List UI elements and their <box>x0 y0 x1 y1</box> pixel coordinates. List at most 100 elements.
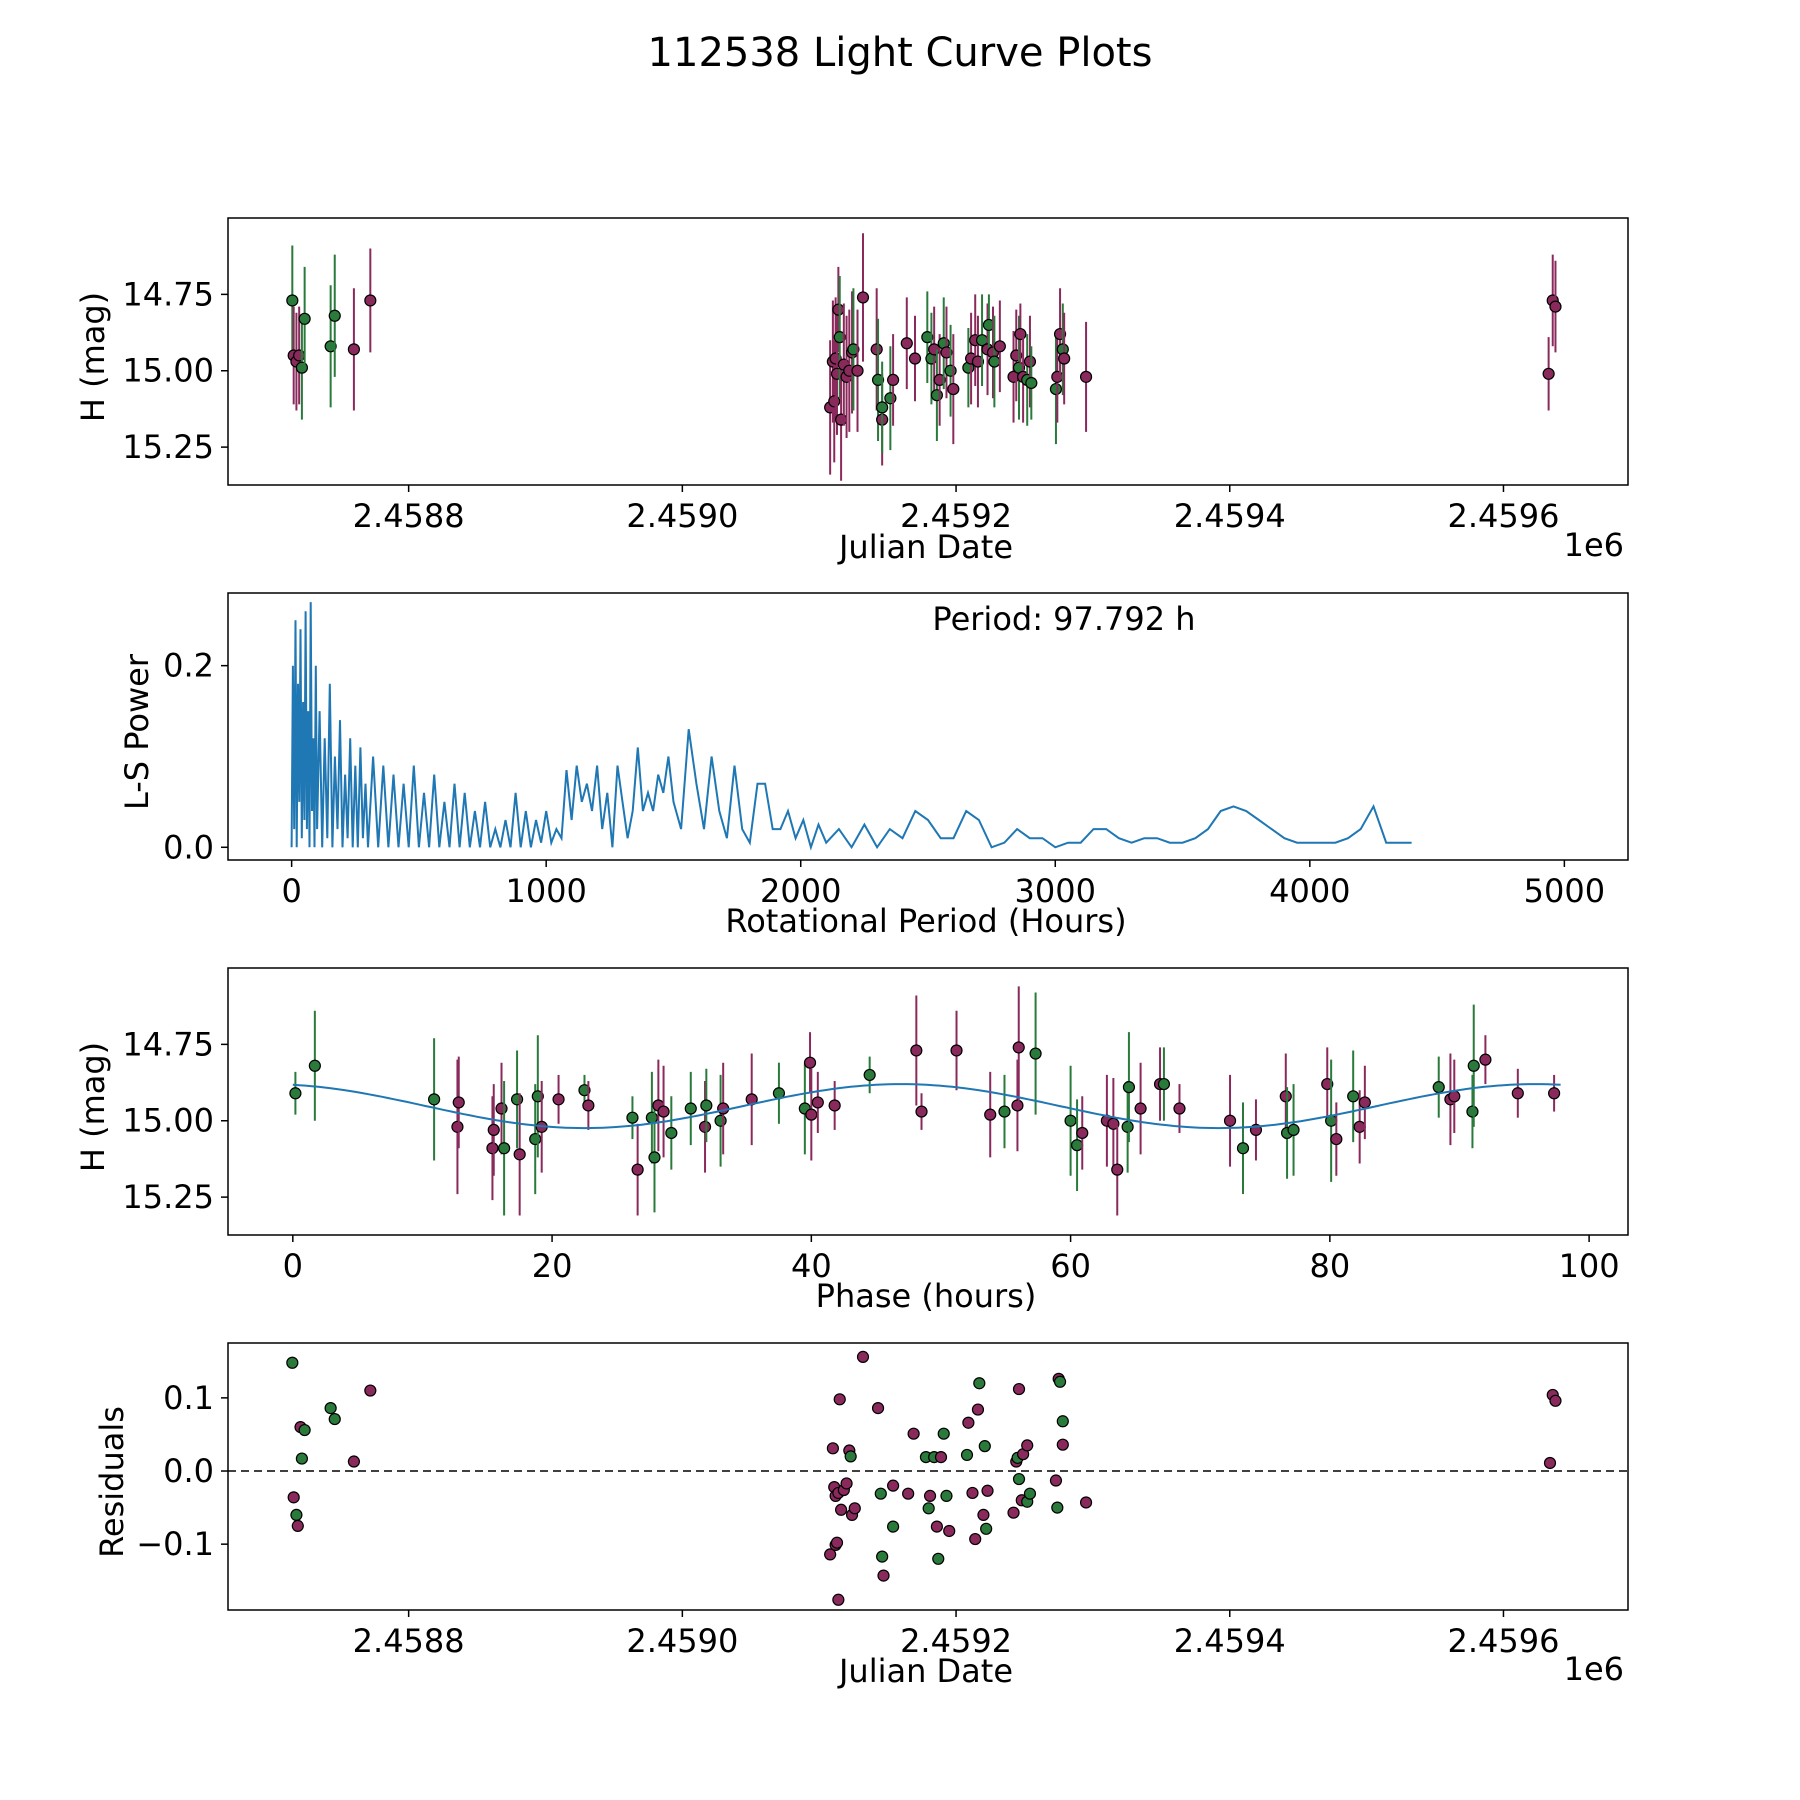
lightcurve-point <box>988 355 1001 368</box>
residuals-ylabel: Residuals <box>93 1406 131 1558</box>
phased-point <box>1347 1090 1360 1103</box>
residuals-xtick-label: 2.4596 <box>1447 1622 1559 1660</box>
lightcurve-point <box>884 392 897 405</box>
residuals-point <box>833 1393 846 1406</box>
phased-point <box>1070 1139 1084 1152</box>
residuals-point <box>960 1448 974 1462</box>
residuals-xtick-label: 2.4590 <box>626 1622 738 1660</box>
periodogram-ytick-label: 0.2 <box>163 647 214 685</box>
periodogram-panel: L-S Power Rotational Period (Hours) Peri… <box>118 592 1629 940</box>
lightcurve-point <box>928 343 941 356</box>
lightcurve-point <box>298 312 311 325</box>
periodogram-xtick-label: 3000 <box>1015 872 1096 910</box>
phased-xtick-label: 0 <box>283 1247 303 1285</box>
residuals-point <box>832 1593 845 1606</box>
phased-xtick-label: 40 <box>791 1247 832 1285</box>
phased-point <box>1173 1102 1186 1115</box>
phased-frame <box>227 967 1629 1236</box>
residuals-point <box>1549 1394 1562 1407</box>
lightcurve-ylabel: H (mag) <box>74 292 112 422</box>
residuals-point <box>1543 1456 1557 1470</box>
residuals-point <box>1012 1382 1026 1396</box>
residuals-point <box>830 1536 844 1549</box>
periodogram-ylabel: L-S Power <box>118 653 156 810</box>
residuals-xtick-label: 2.4594 <box>1174 1622 1286 1660</box>
phased-point <box>1330 1132 1343 1146</box>
lightcurve-point <box>947 382 960 396</box>
phased-ytick-label: 14.75 <box>122 1025 214 1063</box>
residuals-point <box>930 1520 943 1533</box>
periodogram-xtick-label: 4000 <box>1269 872 1350 910</box>
residuals-point <box>907 1427 920 1440</box>
phased-xlabel: Phase (hours) <box>816 1277 1037 1315</box>
phased-point <box>645 1111 658 1124</box>
lightcurve-point <box>908 352 922 365</box>
residuals-point <box>940 1489 953 1502</box>
residuals-point <box>1021 1439 1034 1452</box>
phased-point <box>582 1099 595 1112</box>
lightcurve-point <box>347 343 361 356</box>
phased-point <box>1432 1081 1445 1094</box>
residuals-point <box>871 1402 885 1415</box>
lightcurve-point <box>293 349 306 362</box>
phased-point <box>811 1096 824 1109</box>
phased-point <box>1511 1087 1524 1100</box>
lightcurve-point <box>870 343 883 356</box>
lightcurve-point <box>856 291 870 304</box>
phased-point <box>805 1108 818 1121</box>
lightcurve-point <box>1014 327 1027 341</box>
lightcurve-point <box>324 340 337 353</box>
residuals-point <box>923 1489 937 1502</box>
phased-ytick-label: 15.25 <box>122 1178 214 1216</box>
phased-point <box>657 1105 670 1118</box>
lightcurve-point <box>286 294 299 307</box>
periodogram-xtick-label: 1000 <box>505 872 586 910</box>
lightcurve-ytick-label: 15.00 <box>122 352 214 390</box>
phased-point <box>308 1059 321 1072</box>
residuals-point <box>856 1350 870 1363</box>
phased-point <box>1548 1087 1561 1100</box>
lightcurve-ytick-label: 14.75 <box>122 275 214 313</box>
phased-point <box>552 1093 565 1106</box>
residuals-point <box>962 1416 975 1429</box>
phased-point <box>1448 1090 1461 1103</box>
phased-point <box>1011 1099 1024 1112</box>
phased-point <box>915 1105 928 1118</box>
lightcurve-point <box>871 373 885 387</box>
phased-point <box>1467 1059 1480 1072</box>
residuals-point <box>981 1484 994 1497</box>
phased-point <box>1029 1047 1042 1060</box>
residuals-point <box>1079 1496 1093 1509</box>
residuals-point <box>876 1550 889 1563</box>
phased-point <box>910 1044 923 1057</box>
phased-ylabel: H (mag) <box>74 1042 112 1172</box>
phased-point <box>700 1099 713 1112</box>
residuals-point <box>1056 1415 1069 1428</box>
phased-point <box>1134 1102 1147 1115</box>
phased-point <box>289 1087 302 1100</box>
lightcurve-point <box>295 361 309 374</box>
lightcurve-point <box>828 395 841 408</box>
residuals-point <box>922 1502 935 1515</box>
phased-xtick-label: 60 <box>1050 1247 1091 1285</box>
phased-point <box>1321 1077 1334 1091</box>
lightcurve-xtick-label: 2.4592 <box>900 497 1012 535</box>
residuals-frame <box>227 1342 1629 1611</box>
periodogram-xtick-label: 5000 <box>1524 872 1605 910</box>
phased-point <box>498 1142 511 1155</box>
phased-point <box>1358 1096 1371 1109</box>
phased-point <box>531 1090 544 1103</box>
phased-point <box>950 1044 963 1057</box>
lightcurve-point <box>328 309 341 322</box>
phased-point <box>626 1111 639 1124</box>
residuals-point <box>971 1403 985 1416</box>
residuals-ytick-label: −0.1 <box>136 1525 214 1563</box>
lightcurve-point <box>993 340 1006 353</box>
period-annotation: Period: 97.792 h <box>932 600 1195 638</box>
phased-point <box>1479 1053 1492 1066</box>
phased-point <box>1107 1117 1120 1130</box>
phased-point <box>803 1056 817 1069</box>
residuals-point <box>328 1412 341 1426</box>
periodogram-xtick-label: 2000 <box>760 872 841 910</box>
phased-point <box>1466 1105 1479 1118</box>
